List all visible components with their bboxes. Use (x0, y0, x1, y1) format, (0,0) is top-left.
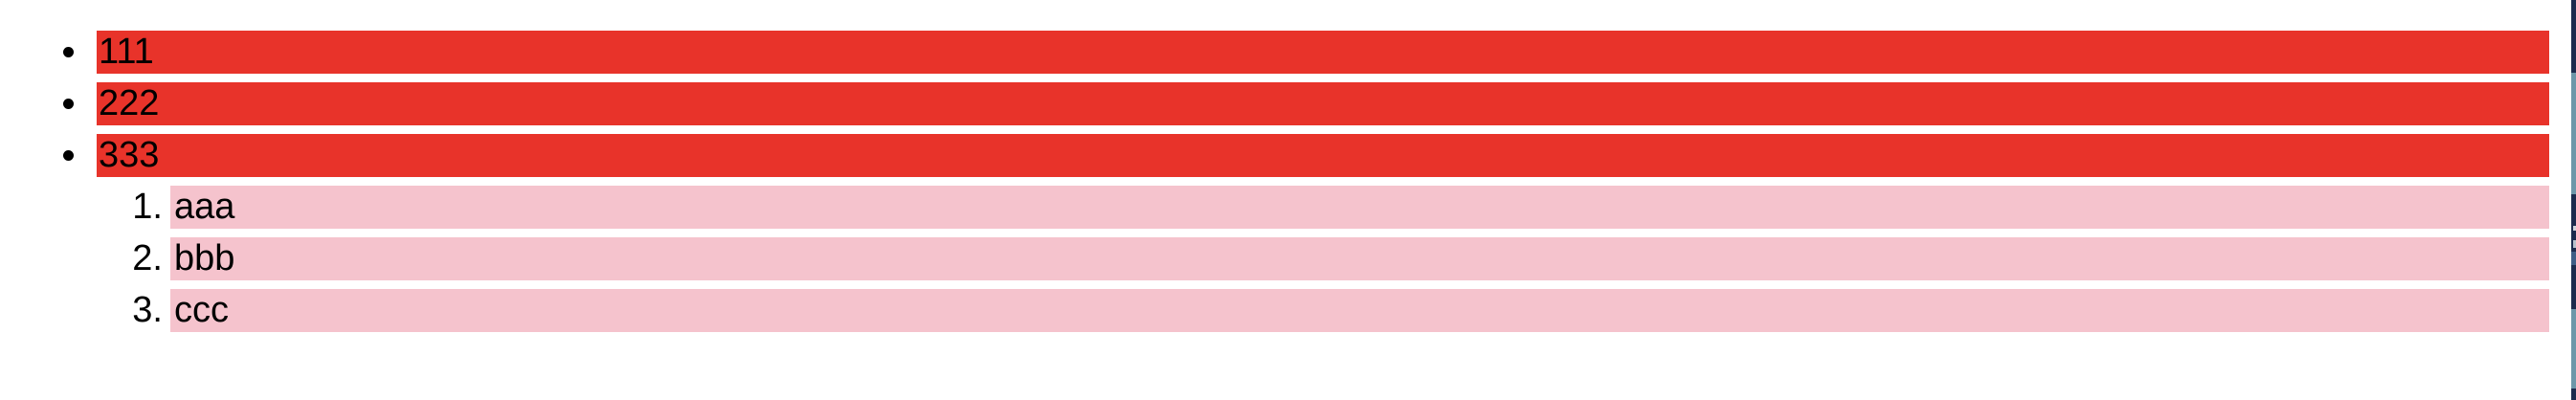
list-number: 1. (132, 187, 163, 227)
bullet-list-item: 333 (0, 134, 2576, 177)
bullet-list-item: 111 (0, 31, 2576, 74)
bullet-list-item: 222 (0, 82, 2576, 125)
ordered-list-item: 2. bbb (0, 237, 2576, 280)
highlighted-list-text: 111 (97, 31, 2549, 74)
highlighted-list-text: ccc (170, 289, 2549, 332)
highlighted-list-text: 222 (97, 82, 2549, 125)
bullet-icon (63, 99, 74, 109)
highlighted-list-text: 333 (97, 134, 2549, 177)
bullet-icon (63, 47, 74, 57)
list-number: 3. (132, 290, 163, 330)
ordered-list-item: 1. aaa (0, 186, 2576, 229)
highlighted-list-text: bbb (170, 237, 2549, 280)
highlighted-list-text: aaa (170, 186, 2549, 229)
bullet-icon (63, 150, 74, 161)
window-edge-strip (2571, 0, 2576, 400)
list-number: 2. (132, 238, 163, 278)
ordered-list-item: 3. ccc (0, 289, 2576, 332)
